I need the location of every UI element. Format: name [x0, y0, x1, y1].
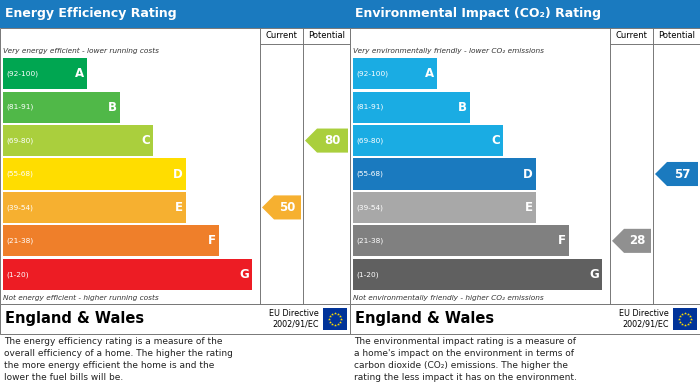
Text: EU Directive
2002/91/EC: EU Directive 2002/91/EC [270, 309, 319, 329]
Text: (1-20): (1-20) [356, 271, 379, 278]
Text: 50: 50 [279, 201, 295, 214]
Text: G: G [239, 268, 249, 281]
Bar [353, 158, 536, 190]
Text: G: G [589, 268, 599, 281]
Text: (92-100): (92-100) [356, 70, 388, 77]
Text: 28: 28 [629, 234, 645, 248]
Bar [0, 28, 350, 304]
Text: (21-38): (21-38) [6, 238, 34, 244]
Bar [350, 304, 700, 334]
Polygon shape [655, 162, 698, 186]
Bar [353, 259, 602, 290]
Polygon shape [612, 229, 651, 253]
Text: F: F [208, 234, 216, 248]
Text: Environmental Impact (CO₂) Rating: Environmental Impact (CO₂) Rating [355, 7, 601, 20]
Text: A: A [425, 67, 434, 80]
Text: (69-80): (69-80) [356, 137, 384, 144]
Text: 57: 57 [674, 167, 691, 181]
Bar [353, 125, 503, 156]
Text: Very environmentally friendly - lower CO₂ emissions: Very environmentally friendly - lower CO… [353, 47, 544, 54]
Text: (39-54): (39-54) [6, 204, 33, 211]
Text: England & Wales: England & Wales [355, 312, 494, 326]
Text: Potential: Potential [308, 32, 345, 41]
Bar [3, 225, 219, 256]
Text: EU Directive
2002/91/EC: EU Directive 2002/91/EC [620, 309, 669, 329]
Text: The environmental impact rating is a measure of
a home's impact on the environme: The environmental impact rating is a mea… [354, 337, 577, 382]
Text: D: D [173, 167, 183, 181]
Bar [353, 225, 569, 256]
Text: B: B [458, 100, 467, 114]
Text: E: E [525, 201, 533, 214]
Bar [3, 259, 252, 290]
Text: Current: Current [615, 32, 648, 41]
Text: E: E [175, 201, 183, 214]
Text: C: C [141, 134, 150, 147]
Text: Current: Current [265, 32, 298, 41]
Bar [353, 58, 437, 89]
Text: Energy Efficiency Rating: Energy Efficiency Rating [5, 7, 176, 20]
Text: England & Wales: England & Wales [5, 312, 144, 326]
Bar [3, 125, 153, 156]
Bar [3, 58, 87, 89]
Text: The energy efficiency rating is a measure of the
overall efficiency of a home. T: The energy efficiency rating is a measur… [4, 337, 233, 382]
Bar [323, 308, 347, 330]
Text: A: A [75, 67, 84, 80]
Polygon shape [262, 196, 301, 219]
Text: (69-80): (69-80) [6, 137, 34, 144]
Bar [3, 158, 186, 190]
Text: B: B [108, 100, 117, 114]
Text: Potential: Potential [658, 32, 695, 41]
Bar [3, 91, 120, 123]
Text: (92-100): (92-100) [6, 70, 38, 77]
Text: 80: 80 [324, 134, 341, 147]
Text: C: C [491, 134, 500, 147]
Text: (81-91): (81-91) [6, 104, 34, 110]
Bar [350, 0, 700, 28]
Text: (55-68): (55-68) [356, 171, 383, 177]
Text: (1-20): (1-20) [6, 271, 29, 278]
Text: Very energy efficient - lower running costs: Very energy efficient - lower running co… [3, 47, 159, 54]
Bar [353, 91, 470, 123]
Text: F: F [558, 234, 566, 248]
Text: (81-91): (81-91) [356, 104, 384, 110]
Polygon shape [305, 129, 348, 152]
Bar [353, 192, 536, 223]
Bar [0, 0, 350, 28]
Text: D: D [523, 167, 533, 181]
Text: (39-54): (39-54) [356, 204, 383, 211]
Text: (21-38): (21-38) [356, 238, 384, 244]
Bar [673, 308, 697, 330]
Bar [0, 304, 350, 334]
Bar [350, 28, 700, 304]
Text: (55-68): (55-68) [6, 171, 33, 177]
Text: Not environmentally friendly - higher CO₂ emissions: Not environmentally friendly - higher CO… [353, 294, 544, 301]
Bar [3, 192, 186, 223]
Text: Not energy efficient - higher running costs: Not energy efficient - higher running co… [3, 294, 159, 301]
